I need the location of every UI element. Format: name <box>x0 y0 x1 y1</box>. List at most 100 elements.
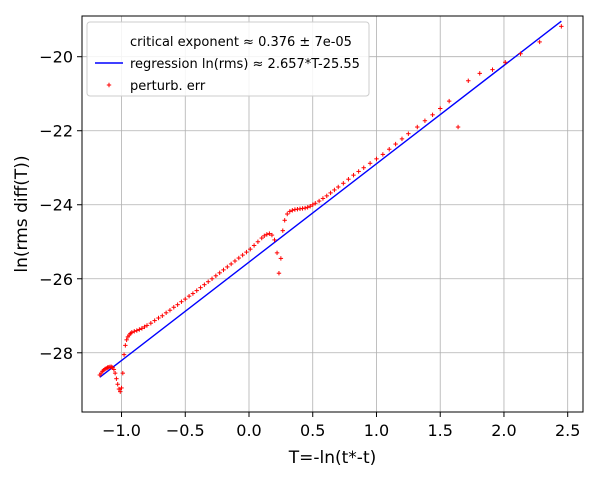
data-point <box>171 305 176 310</box>
data-point <box>455 124 461 130</box>
data-point <box>175 302 180 307</box>
y-tick-label: −26 <box>39 270 73 289</box>
data-point <box>276 271 282 276</box>
x-tick-label: 2.5 <box>555 421 580 440</box>
data-point <box>132 329 137 334</box>
y-tick-label: −28 <box>39 344 73 363</box>
plot-frame <box>81 15 584 413</box>
data-point <box>272 237 277 243</box>
data-point <box>134 328 140 333</box>
data-point <box>380 152 386 157</box>
data-point <box>190 291 196 296</box>
data-point <box>251 243 257 248</box>
data-point <box>160 313 165 318</box>
data-point <box>302 205 308 211</box>
data-point <box>393 141 398 147</box>
data-point <box>259 235 264 241</box>
data-point <box>518 51 523 56</box>
data-point <box>240 252 245 258</box>
data-point <box>112 370 118 376</box>
data-point <box>430 112 435 118</box>
data-point <box>307 204 313 209</box>
data-point <box>305 205 310 210</box>
x-tick-label: 1.5 <box>427 421 452 440</box>
data-point <box>282 218 287 223</box>
data-point <box>244 249 249 255</box>
legend-entry-perturb-err: perturb. err <box>130 79 206 94</box>
data-point <box>310 202 315 207</box>
data-point <box>269 232 275 238</box>
data-point <box>280 228 285 233</box>
data-point <box>313 201 318 206</box>
x-axis-title: T=-ln(t*-t) <box>288 448 377 468</box>
data-point <box>121 352 127 357</box>
data-point <box>194 288 199 293</box>
data-point <box>206 279 211 284</box>
data-point <box>264 232 270 237</box>
data-point <box>262 233 267 239</box>
y-tick-label: −24 <box>39 196 73 215</box>
data-point <box>351 172 356 178</box>
x-tick-label: 1.0 <box>364 421 389 440</box>
data-point <box>336 184 341 190</box>
data-point <box>183 296 188 302</box>
data-point <box>114 376 119 381</box>
data-point <box>287 209 292 214</box>
data-point <box>213 273 219 279</box>
axis-ticks: −1.0 −0.5 0.0 0.5 1.0 1.5 2.0 2.5 −28 −26 −24 −22 −2… <box>39 48 580 440</box>
data-point <box>466 78 471 83</box>
legend-plus-glyph <box>106 82 112 88</box>
data-point <box>415 124 420 130</box>
data-point <box>148 320 154 326</box>
data-point <box>120 370 125 376</box>
data-point <box>115 382 120 387</box>
y-tick-label: −20 <box>39 48 73 67</box>
data-point <box>179 299 184 304</box>
data-point <box>274 250 280 256</box>
data-point <box>367 161 373 166</box>
data-point <box>255 239 261 244</box>
data-point <box>163 310 169 316</box>
legend-box <box>86 21 370 97</box>
data-point <box>503 60 508 65</box>
x-tick-label: −1.0 <box>102 421 141 440</box>
data-point <box>139 326 145 331</box>
data-point <box>406 131 411 136</box>
data-point <box>477 71 482 76</box>
data-point <box>118 389 123 394</box>
legend-entry-critical-exponent: critical exponent ≈ 0.376 ± 7e-05 <box>130 35 352 50</box>
data-point <box>422 118 428 123</box>
data-point <box>285 211 290 217</box>
data-point <box>324 193 329 199</box>
data-point <box>221 267 226 273</box>
legend: critical exponent ≈ 0.376 ± 7e-05 regres… <box>86 21 370 97</box>
data-point <box>341 181 346 186</box>
regression-line <box>99 20 562 378</box>
data-point <box>209 276 215 281</box>
data-point <box>144 323 150 328</box>
data-point <box>346 177 351 182</box>
data-point <box>228 261 234 267</box>
data-point <box>328 190 333 196</box>
data-point <box>537 39 542 45</box>
data-point <box>186 293 192 299</box>
data-point <box>167 308 173 313</box>
x-tick-label: 2.0 <box>491 421 516 440</box>
data-point <box>278 256 284 261</box>
x-tick-label: 0.0 <box>236 421 261 440</box>
data-point <box>137 327 142 332</box>
data-point <box>217 270 222 276</box>
data-point <box>316 198 322 204</box>
x-tick-label: −0.5 <box>166 421 205 440</box>
y-tick-label: −22 <box>39 122 73 141</box>
data-point <box>446 98 452 104</box>
data-point <box>399 136 405 142</box>
legend-entry-regression: regression ln(rms) ≈ 2.657*T-25.55 <box>130 57 360 72</box>
data-point <box>124 337 129 343</box>
data-point <box>248 246 253 252</box>
data-point <box>232 258 238 264</box>
data-point <box>119 385 124 391</box>
data-point <box>152 318 157 323</box>
data-point <box>202 282 207 287</box>
data-point <box>490 67 495 72</box>
